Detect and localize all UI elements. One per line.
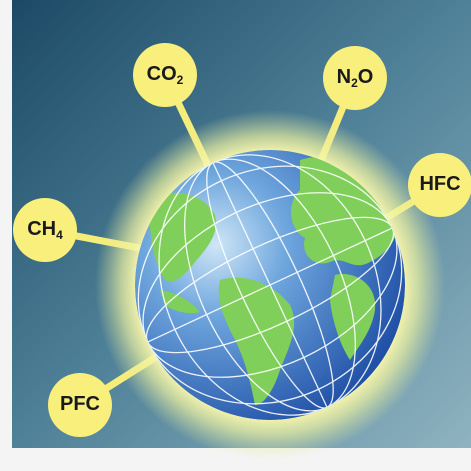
subscript: 4 — [56, 228, 63, 242]
subscript: 2 — [351, 76, 358, 90]
label-part: N — [337, 66, 351, 88]
label-part: O — [358, 66, 374, 88]
gas-circle — [408, 153, 471, 217]
gas-circle — [48, 373, 112, 437]
gas-label: N2O — [337, 66, 374, 90]
gas-circle — [323, 46, 387, 110]
label-part: HFC — [419, 173, 460, 195]
gas-circle — [133, 43, 197, 107]
subscript: 2 — [177, 73, 184, 87]
gas-label: PFC — [60, 393, 100, 415]
gas-label: CO2 — [147, 63, 184, 87]
label-part: CO — [147, 63, 177, 85]
gas-circle — [13, 198, 77, 262]
globe — [135, 150, 405, 420]
gas-label: HFC — [419, 173, 460, 195]
label-part: PFC — [60, 393, 100, 415]
label-part: CH — [27, 218, 56, 240]
gas-label: CH4 — [27, 218, 63, 242]
